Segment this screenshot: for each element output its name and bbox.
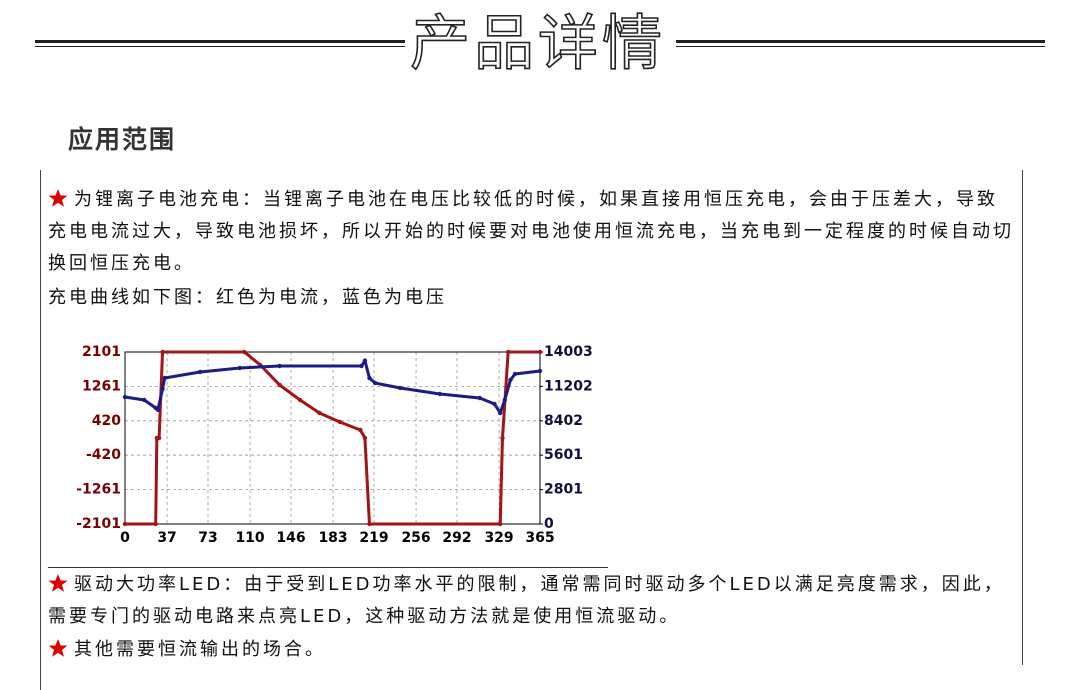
x-tick-label: 73 bbox=[198, 530, 217, 546]
star-icon bbox=[48, 189, 68, 207]
data-point bbox=[512, 371, 518, 377]
star-icon bbox=[48, 639, 68, 657]
data-point bbox=[397, 385, 403, 391]
header-rule bbox=[35, 40, 405, 47]
paragraph: 为锂离子电池充电：当锂离子电池在电压比较低的时候，如果直接用恒压充电，会由于压差… bbox=[48, 184, 1014, 280]
data-point bbox=[122, 521, 128, 527]
x-tick-label: 0 bbox=[120, 530, 130, 546]
data-point bbox=[160, 386, 165, 392]
data-point bbox=[155, 407, 161, 412]
data-point bbox=[502, 397, 507, 403]
data-point bbox=[297, 397, 303, 403]
y2-tick-label: 0 bbox=[544, 516, 554, 532]
y-tick-label: 2101 bbox=[82, 344, 121, 360]
y-tick-label: -2101 bbox=[76, 516, 121, 532]
data-point bbox=[142, 397, 147, 403]
data-point bbox=[505, 349, 511, 355]
data-point bbox=[362, 435, 368, 441]
data-point bbox=[153, 521, 158, 527]
data-point bbox=[242, 349, 247, 355]
data-point bbox=[537, 368, 543, 374]
data-point bbox=[500, 435, 505, 441]
x-tick-label: 365 bbox=[525, 530, 554, 546]
paragraph-text: 充电曲线如下图：红色为电流，蓝色为电压 bbox=[48, 287, 447, 308]
y-tick-label: 1261 bbox=[82, 378, 121, 394]
data-point bbox=[367, 521, 372, 527]
x-tick-label: 219 bbox=[359, 530, 388, 546]
x-tick-label: 292 bbox=[442, 530, 471, 546]
y2-tick-label: 14003 bbox=[544, 344, 593, 360]
x-tick-label: 37 bbox=[157, 530, 176, 546]
data-point bbox=[477, 395, 482, 401]
section-heading: 应用范围 bbox=[68, 125, 177, 154]
data-point bbox=[122, 394, 128, 400]
y2-tick-label: 5601 bbox=[544, 447, 583, 463]
paragraph-text: 驱动大功率LED：由于受到LED功率水平的限制，通常需同时驱动多个LED以满足亮… bbox=[48, 574, 1005, 627]
series-line bbox=[124, 359, 541, 415]
data-point bbox=[277, 382, 282, 388]
x-tick-label: 183 bbox=[318, 530, 347, 546]
paragraph-text: 为锂离子电池充电：当锂离子电池在电压比较低的时候，如果直接用恒压充电，会由于压差… bbox=[48, 189, 1014, 274]
chart: -2101 -1261 -420 420 1261 2101 0 2801 5601 8402 11… bbox=[76, 344, 593, 546]
data-point bbox=[359, 363, 364, 369]
box-border bbox=[40, 170, 41, 690]
data-point bbox=[492, 401, 497, 407]
y2-tick-label: 2801 bbox=[544, 482, 583, 498]
data-point bbox=[437, 391, 443, 397]
y-tick-label: -1261 bbox=[76, 482, 121, 498]
x-tick-label: 146 bbox=[276, 530, 305, 546]
header-rule bbox=[676, 40, 1045, 47]
y2-tick-label: 11202 bbox=[544, 378, 593, 394]
y-tick-label: 420 bbox=[92, 413, 121, 429]
data-point bbox=[372, 380, 378, 386]
page-title: 产品详情 bbox=[410, 9, 666, 79]
data-point bbox=[362, 358, 368, 363]
data-point bbox=[237, 365, 243, 371]
data-point bbox=[498, 521, 503, 527]
plot-area bbox=[125, 352, 540, 524]
data-point bbox=[537, 349, 543, 355]
data-point bbox=[160, 349, 165, 355]
paragraph-text: 其他需要恒流输出的场合。 bbox=[74, 639, 326, 660]
plot-border bbox=[124, 351, 541, 525]
data-point bbox=[358, 427, 363, 433]
data-point bbox=[498, 410, 503, 416]
star-icon bbox=[48, 574, 68, 592]
paragraph: 驱动大功率LED：由于受到LED功率水平的限制，通常需同时驱动多个LED以满足亮… bbox=[48, 569, 1014, 633]
x-tick-label: 329 bbox=[484, 530, 513, 546]
data-point bbox=[508, 377, 513, 383]
title-box: 产品详情 bbox=[409, 8, 666, 80]
x-tick-label: 256 bbox=[401, 530, 430, 546]
data-point bbox=[337, 419, 343, 425]
x-tick-label: 110 bbox=[235, 530, 264, 546]
data-point bbox=[162, 375, 167, 381]
data-point bbox=[367, 375, 372, 381]
y2-tick-label: 8402 bbox=[544, 413, 583, 429]
box-border bbox=[1022, 170, 1023, 665]
data-point bbox=[197, 369, 203, 375]
data-point bbox=[277, 363, 282, 369]
y-tick-label: -420 bbox=[86, 447, 121, 463]
data-point bbox=[317, 410, 322, 416]
paragraph: 充电曲线如下图：红色为电流，蓝色为电压 bbox=[48, 282, 1014, 314]
data-point bbox=[156, 435, 162, 441]
paragraph: 其他需要恒流输出的场合。 bbox=[48, 634, 1014, 666]
separator bbox=[48, 567, 608, 568]
